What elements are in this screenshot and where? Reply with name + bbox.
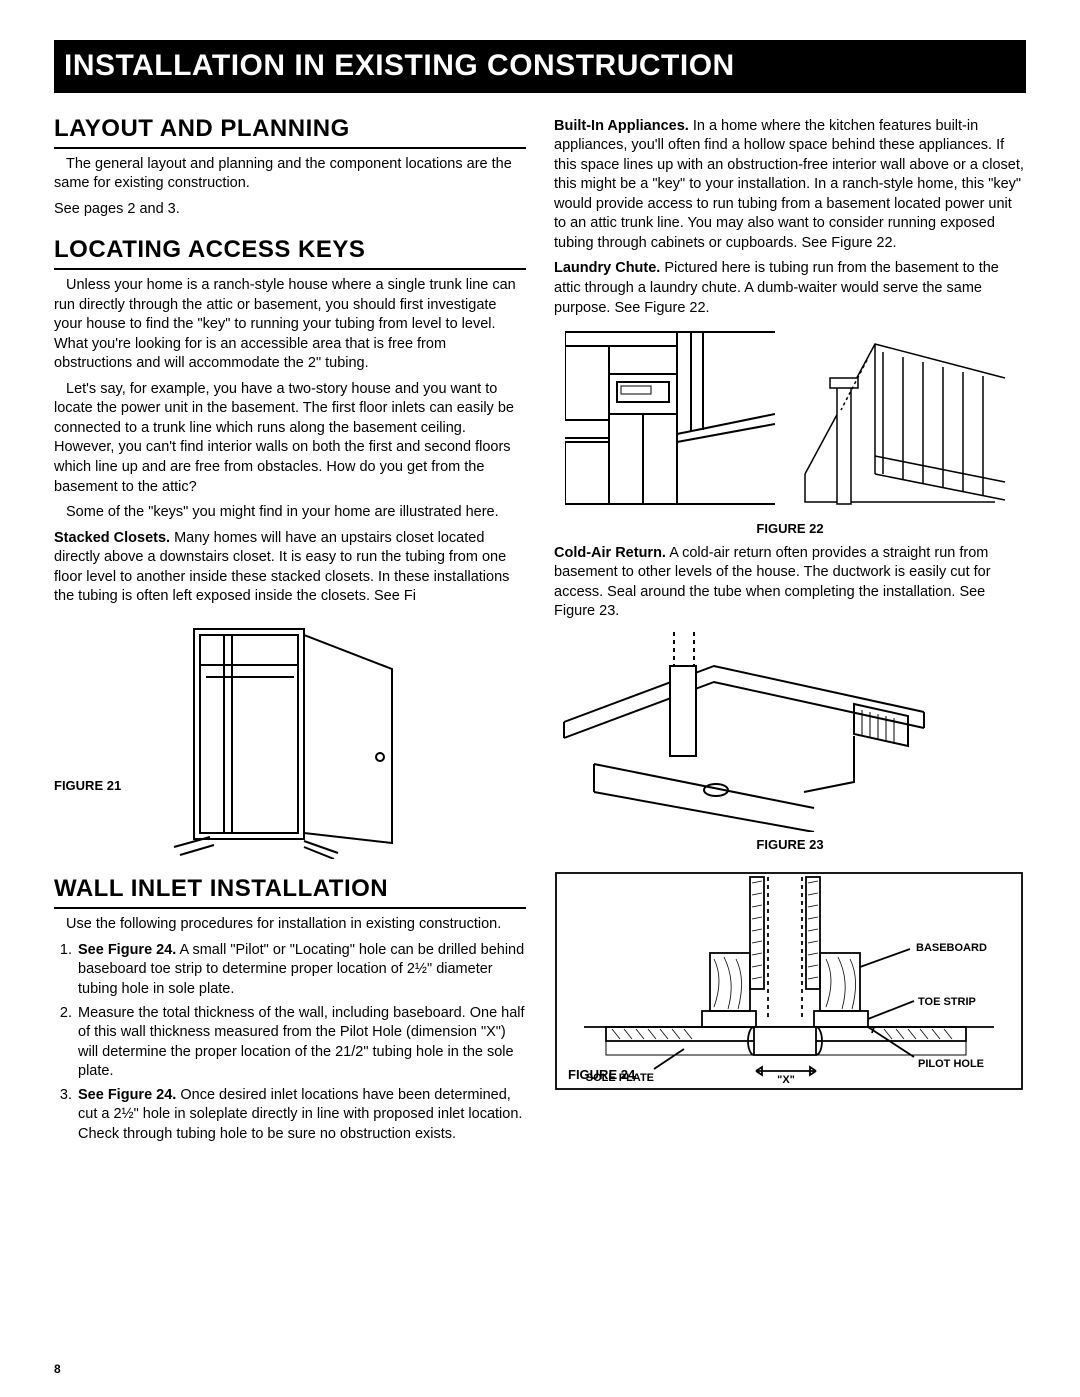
figure-24-label: FIGURE 24	[568, 1066, 635, 1084]
two-column-layout: LAYOUT AND PLANNING The general layout a…	[54, 99, 1026, 1151]
para: Unless your home is a ranch-style house …	[54, 276, 526, 374]
right-column: Built-In Appliances. In a home where the…	[554, 99, 1026, 1151]
step-1: See Figure 24. A small "Pilot" or "Locat…	[76, 941, 526, 1000]
sole-plate-diagram-icon: BASEBOARD TOE STRIP SOLE PLATE PILOT HOL…	[554, 871, 1024, 1091]
attic-chute-icon	[795, 324, 1015, 514]
lead: Built-In Appliances.	[554, 118, 689, 134]
figure-21-label: FIGURE 21	[54, 777, 154, 855]
cold-air-return-icon	[554, 632, 934, 832]
kitchen-icon	[565, 324, 775, 514]
lead: See Figure 24.	[78, 942, 176, 958]
step-3: See Figure 24. Once desired inlet locati…	[76, 1086, 526, 1145]
anno-baseboard: BASEBOARD	[916, 942, 987, 954]
figure-22: FIGURE 22	[554, 324, 1026, 538]
figure-22-label: FIGURE 22	[554, 520, 1026, 538]
body: In a home where the kitchen features bui…	[554, 118, 1024, 251]
heading-wall-inlet-installation: WALL INLET INSTALLATION	[54, 873, 526, 909]
step-2: Measure the total thickness of the wall,…	[76, 1004, 526, 1082]
lead: See Figure 24.	[78, 1087, 176, 1103]
page-number: 8	[54, 1361, 61, 1377]
heading-locating-access-keys: LOCATING ACCESS KEYS	[54, 234, 526, 270]
para: The general layout and planning and the …	[54, 155, 526, 194]
para: Let's say, for example, you have a two-s…	[54, 380, 526, 497]
lead: Laundry Chute.	[554, 260, 660, 276]
figure-21: FIGURE 21	[54, 613, 526, 859]
para-laundry-chute: Laundry Chute. Pictured here is tubing r…	[554, 259, 1026, 318]
para-builtin: Built-In Appliances. In a home where the…	[554, 117, 1026, 254]
lead: Stacked Closets.	[54, 530, 170, 546]
figure-24: BASEBOARD TOE STRIP SOLE PLATE PILOT HOL…	[554, 871, 1026, 1091]
figure-23: FIGURE 23	[554, 632, 1026, 854]
para-cold-air: Cold-Air Return. A cold-air return often…	[554, 544, 1026, 622]
left-column: LAYOUT AND PLANNING The general layout a…	[54, 99, 526, 1151]
anno-toestrip: TOE STRIP	[918, 996, 976, 1008]
figure-23-label: FIGURE 23	[554, 836, 1026, 854]
anno-pilot: PILOT HOLE	[918, 1058, 984, 1070]
heading-layout-planning: LAYOUT AND PLANNING	[54, 113, 526, 149]
closet-icon	[154, 619, 434, 859]
page: INSTALLATION IN EXISTING CONSTRUCTION LA…	[0, 0, 1080, 1397]
install-steps: See Figure 24. A small "Pilot" or "Locat…	[54, 941, 526, 1145]
lead: Cold-Air Return.	[554, 545, 666, 561]
anno-x: "X"	[777, 1074, 795, 1086]
para: See pages 2 and 3.	[54, 200, 526, 220]
section-banner: INSTALLATION IN EXISTING CONSTRUCTION	[54, 40, 1026, 93]
figure-21-art	[154, 619, 434, 859]
para: Use the following procedures for install…	[54, 915, 526, 935]
para: Some of the "keys" you might find in you…	[54, 503, 526, 523]
para-stacked-closets: Stacked Closets. Many homes will have an…	[54, 529, 526, 607]
